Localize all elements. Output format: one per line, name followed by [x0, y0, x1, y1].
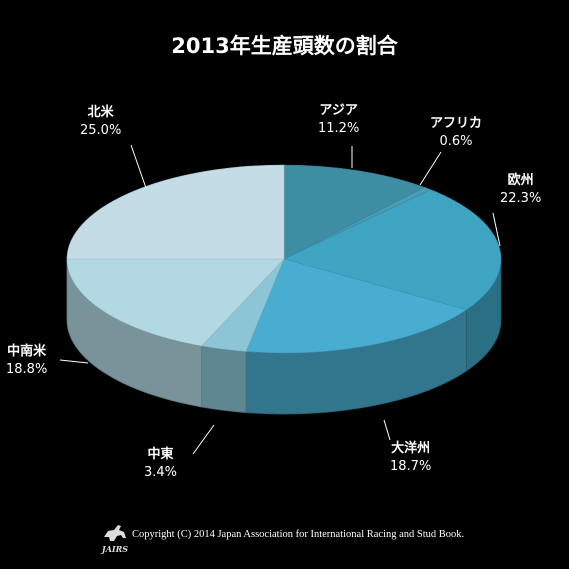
value-label: 18.8% — [6, 362, 48, 377]
value-label: 25.0% — [80, 123, 122, 138]
category-label: 中南米 — [7, 344, 47, 359]
leader-line-北米 — [130, 144, 147, 189]
leader-line-大洋州 — [383, 419, 391, 441]
label-north-america: 北米 25.0% — [80, 104, 121, 140]
logo-text: JAIRS — [100, 544, 128, 554]
category-label: アフリカ — [430, 116, 483, 131]
value-label: 11.2% — [318, 121, 360, 136]
pie-slice-中南米 — [66, 258, 285, 347]
category-label: 北米 — [87, 105, 114, 120]
category-label: アジア — [319, 103, 358, 118]
chart-title: 2013年生産頭数の割合 — [171, 34, 398, 58]
label-middle-east: 中東 3.4% — [144, 446, 177, 482]
leader-line-欧州 — [492, 212, 501, 247]
value-label: 22.3% — [500, 191, 542, 206]
pie-slice-大洋州 — [245, 258, 468, 354]
pie-slice-北米 — [66, 164, 285, 260]
value-label: 0.6% — [439, 134, 473, 149]
label-oceania: 大洋州 18.7% — [390, 440, 431, 476]
pie-slice-欧州 — [283, 189, 502, 311]
leader-line-中南米 — [59, 359, 89, 364]
label-latin-america: 中南米 18.8% — [6, 343, 47, 379]
copyright-text: Copyright (C) 2014 Japan Association for… — [132, 529, 465, 540]
pie-slice-アジア — [283, 164, 426, 260]
category-label: 欧州 — [507, 173, 534, 188]
leader-line-中東 — [192, 424, 215, 455]
category-label: 中東 — [147, 447, 174, 462]
leader-line-アフリカ — [419, 151, 442, 186]
category-label: 大洋州 — [391, 441, 431, 456]
jairs-logo: JAIRS — [100, 525, 128, 554]
label-africa: アフリカ 0.6% — [430, 115, 482, 151]
value-label: 18.7% — [390, 459, 432, 474]
pie-side-中東 — [201, 345, 247, 413]
value-label: 3.4% — [144, 465, 178, 480]
label-europe: 欧州 22.3% — [500, 172, 541, 208]
label-asia: アジア 11.2% — [318, 102, 359, 138]
